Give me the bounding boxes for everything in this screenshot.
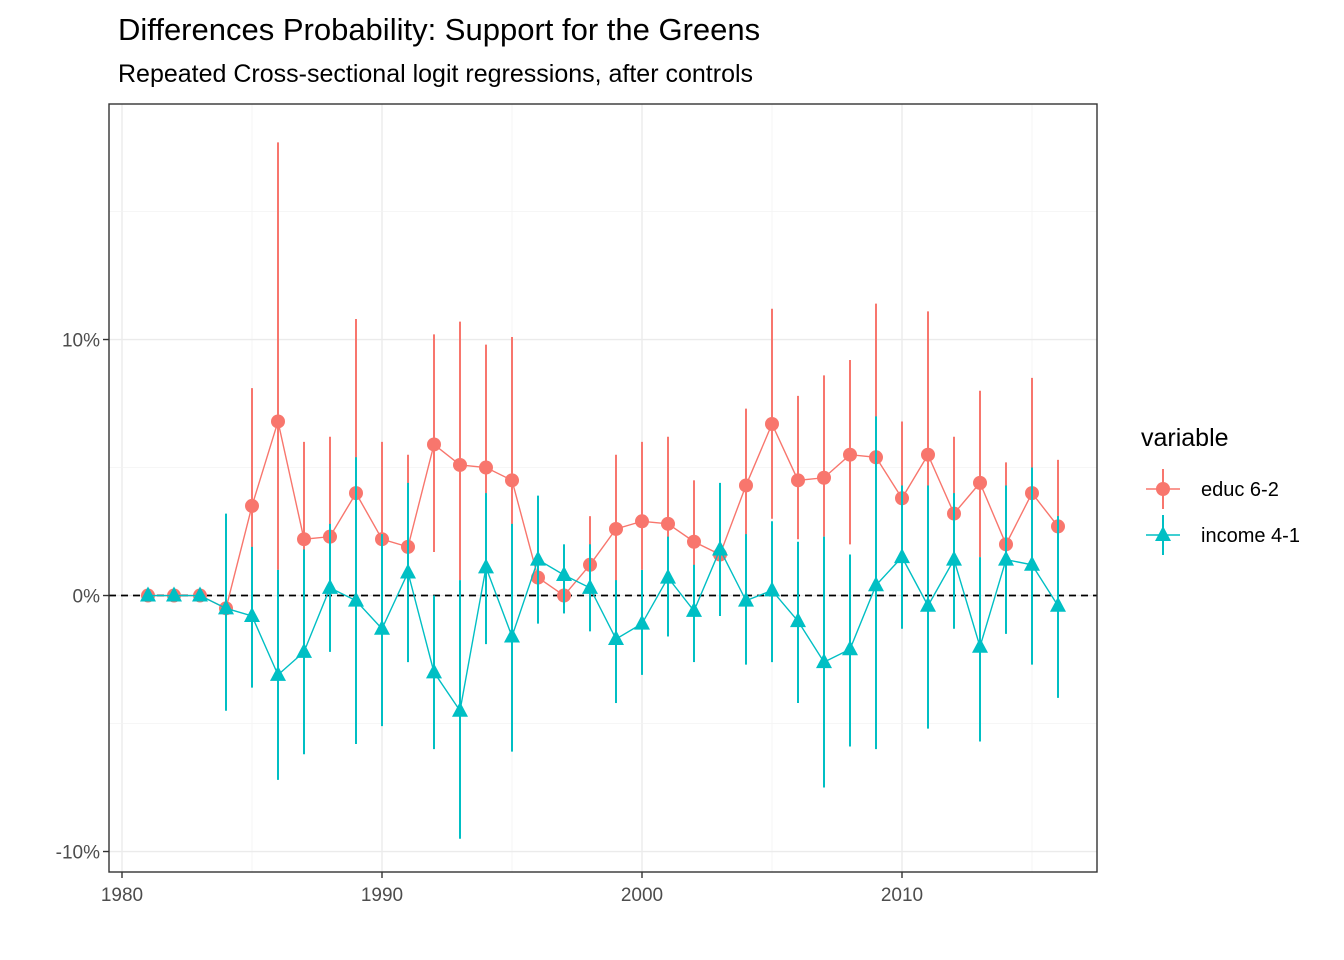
- data-point: [921, 447, 935, 462]
- data-point: [868, 576, 884, 592]
- data-point: [245, 498, 259, 513]
- data-point: [739, 478, 753, 493]
- data-point: [920, 596, 936, 612]
- y-tick-label: -10%: [56, 843, 100, 864]
- data-point: [661, 516, 675, 531]
- data-point: [946, 550, 962, 566]
- panel-border: [108, 103, 1098, 873]
- data-point: [271, 414, 285, 429]
- data-point: [505, 473, 519, 488]
- x-tick-label: 1980: [101, 885, 143, 906]
- data-point: [687, 534, 701, 549]
- axes: 1980 1990 2000 2010 -10% 0% 10%: [56, 331, 924, 906]
- data-point: [790, 612, 806, 628]
- chart-title: Differences Probability: Support for the…: [118, 12, 761, 47]
- data-point: [192, 586, 208, 602]
- legend-title: variable: [1141, 424, 1229, 452]
- data-point: [427, 437, 441, 452]
- data-point: [478, 558, 494, 574]
- series-line: [148, 418, 1059, 610]
- data-point: [894, 548, 910, 564]
- data-point: [140, 586, 156, 602]
- data-point: [426, 663, 442, 679]
- data-point: [479, 460, 493, 475]
- data-point: [764, 581, 780, 597]
- data-point: [218, 599, 234, 615]
- data-point: [634, 614, 650, 630]
- data-point: [842, 640, 858, 656]
- data-point: [582, 578, 598, 594]
- data-point: [530, 550, 546, 566]
- data-point: [556, 566, 572, 582]
- data-point: [1050, 596, 1066, 612]
- data-point: [738, 591, 754, 607]
- data-point: [686, 601, 702, 617]
- data-point: [322, 578, 338, 594]
- data-point: [973, 475, 987, 490]
- chart-subtitle: Repeated Cross-sectional logit regressio…: [118, 60, 754, 88]
- data-point: [816, 653, 832, 669]
- data-point: [348, 591, 364, 607]
- data-point: [972, 637, 988, 653]
- data-point: [504, 627, 520, 643]
- data-point: [270, 665, 286, 681]
- data-point: [817, 470, 831, 485]
- legend-key-marker: [1156, 482, 1170, 496]
- data-point: [843, 447, 857, 462]
- data-point: [791, 473, 805, 488]
- x-tick-label: 2000: [621, 885, 663, 906]
- data-point: [453, 457, 467, 472]
- data-point: [374, 619, 390, 635]
- data-point: [635, 514, 649, 529]
- data-point: [1024, 555, 1040, 571]
- legend-label: income 4-1: [1201, 525, 1300, 547]
- data-point: [296, 642, 312, 658]
- data-point: [452, 701, 468, 717]
- data-point: [244, 607, 260, 622]
- data-point: [660, 568, 676, 584]
- data-point: [998, 550, 1014, 566]
- legend-key-marker: [1155, 526, 1171, 541]
- data-point: [400, 563, 416, 579]
- data-point: [609, 521, 623, 536]
- legend-label: educ 6-2: [1201, 479, 1279, 501]
- series-income-4-1: [140, 416, 1066, 839]
- data-point: [712, 540, 728, 556]
- x-tick-label: 2010: [881, 885, 923, 906]
- data-point: [297, 532, 311, 547]
- panel-background: [109, 104, 1097, 872]
- data-point: [608, 630, 624, 646]
- data-point: [765, 417, 779, 431]
- y-tick-label: 0%: [73, 587, 101, 608]
- data-point: [166, 586, 182, 602]
- legend: variable educ 6-2 income 4-1: [1141, 424, 1300, 555]
- x-tick-label: 1990: [361, 885, 403, 906]
- y-tick-label: 10%: [62, 331, 100, 352]
